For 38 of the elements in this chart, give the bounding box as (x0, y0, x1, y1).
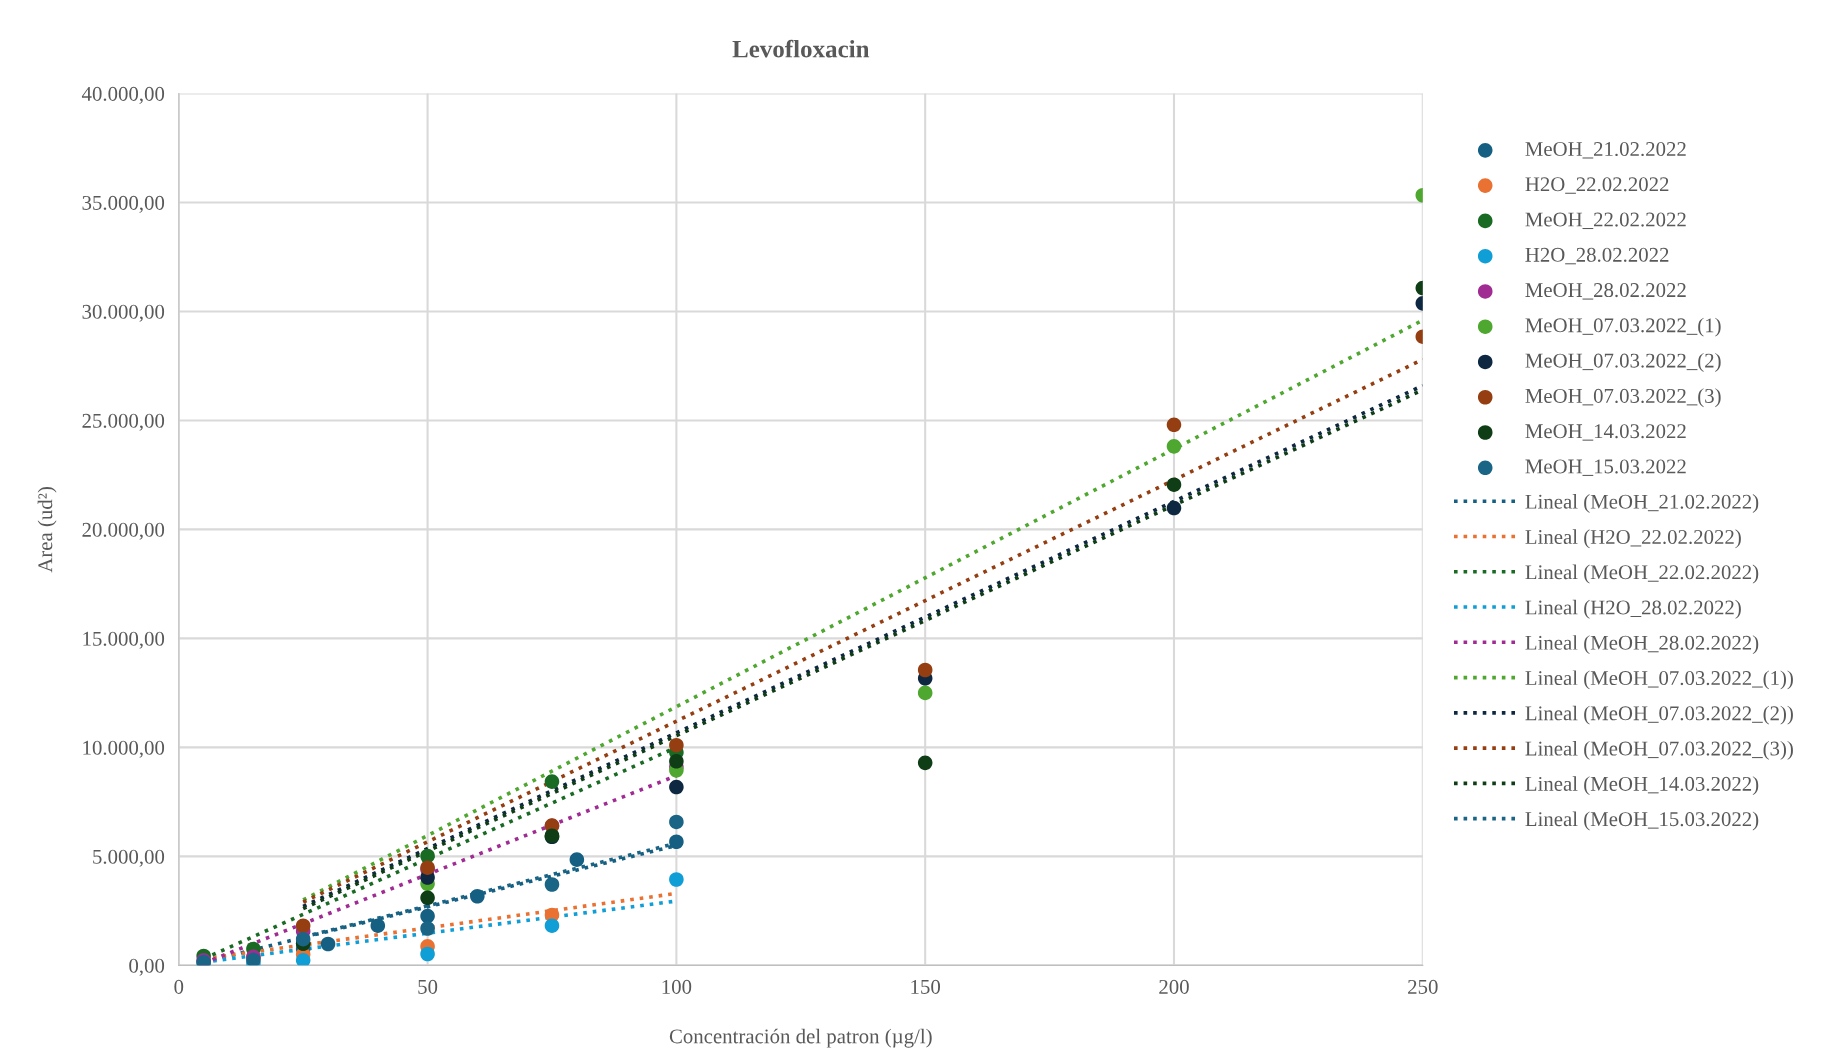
y-tick-label: 20.000,00 (82, 522, 165, 540)
legend-label: MeOH_15.03.2022 (1525, 459, 1686, 476)
x-tick-label: 100 (662, 979, 692, 994)
legend-label: MeOH_07.03.2022_(2) (1525, 352, 1721, 372)
x-tick-label: 200 (1159, 979, 1189, 994)
legend-label: MeOH_22.02.2022 (1525, 212, 1686, 230)
legend-label: Lineal (H2O_22.02.2022) (1525, 529, 1741, 549)
legend-label: Lineal (MeOH_07.03.2022_(2)) (1525, 705, 1793, 725)
legend-label: Lineal (MeOH_07.03.2022_(3)) (1525, 740, 1793, 760)
x-tick-label: 150 (911, 979, 941, 994)
legend-label: Lineal (MeOH_07.03.2022_(1)) (1525, 670, 1793, 690)
legend-label: H2O_28.02.2022 (1525, 247, 1669, 265)
x-tick-label: 0 (174, 979, 184, 994)
legend-label: Lineal (MeOH_14.03.2022) (1525, 776, 1759, 796)
chart-title: Levofloxacin (732, 39, 870, 58)
y-tick-label: 25.000,00 (82, 413, 165, 431)
legend-label: Lineal (MeOH_28.02.2022) (1525, 635, 1759, 655)
legend-label: Lineal (H2O_28.02.2022) (1525, 599, 1741, 619)
legend-label: MeOH_21.02.2022 (1525, 141, 1686, 159)
y-tick-label: 5.000,00 (93, 849, 165, 867)
x-tick-label: 50 (418, 979, 438, 994)
legend-label: MeOH_14.03.2022 (1525, 424, 1686, 441)
legend-label: MeOH_28.02.2022 (1525, 283, 1686, 300)
y-tick-label: 10.000,00 (83, 740, 165, 758)
legend-label: H2O_22.02.2022 (1525, 177, 1669, 194)
y-tick-label: 15.000,00 (83, 631, 165, 649)
y-tick-label: 0,00 (129, 958, 165, 976)
x-tick-label: 250 (1408, 979, 1438, 994)
y-tick-label: 30.000,00 (82, 304, 165, 322)
legend-label: Lineal (MeOH_22.02.2022) (1525, 564, 1759, 584)
x-axis-title: Concentración del patron (µg/l) (669, 1028, 932, 1048)
y-axis-title: Area (ud²) (37, 487, 57, 573)
y-tick-label: 40.000,00 (81, 86, 165, 104)
legend-label: Lineal (MeOH_15.03.2022) (1525, 811, 1759, 831)
y-tick-label: 35.000,00 (82, 195, 165, 213)
legend-label: MeOH_07.03.2022_(3) (1525, 388, 1721, 408)
legend-label: Lineal (MeOH_21.02.2022) (1525, 494, 1759, 513)
legend-label: MeOH_07.03.2022_(1) (1525, 317, 1721, 337)
